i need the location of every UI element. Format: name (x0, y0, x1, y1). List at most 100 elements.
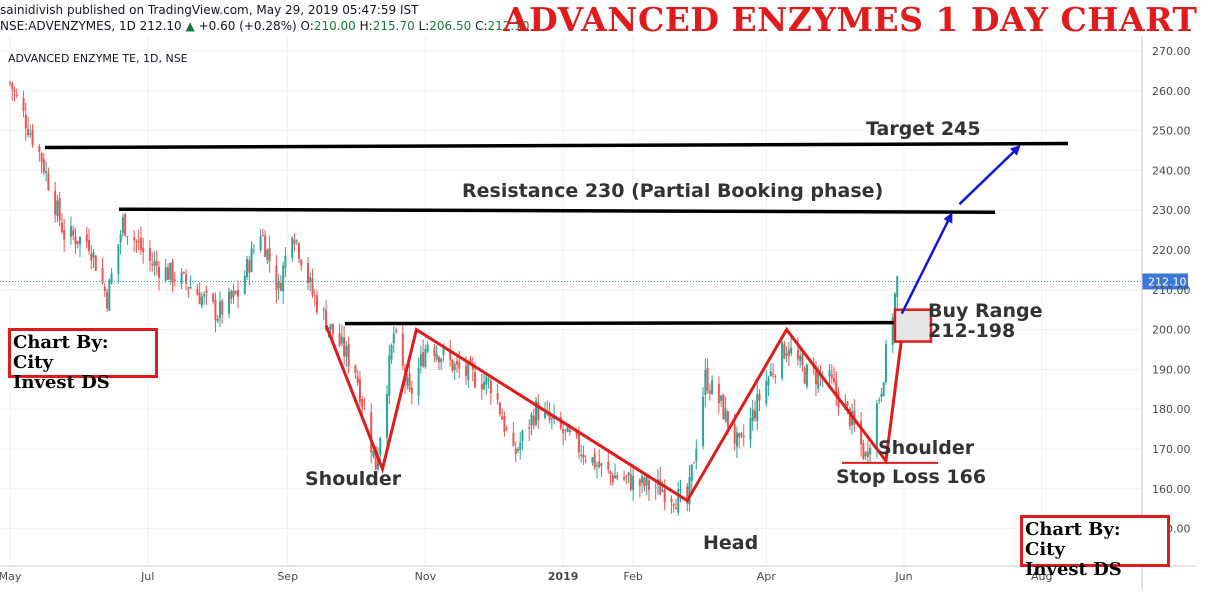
candle-body-down (433, 347, 436, 357)
candle-body-down (212, 293, 215, 302)
candle-body-down (456, 361, 458, 365)
head-shoulders-pattern (324, 325, 904, 503)
candle-body-up (869, 447, 872, 455)
candle-body-down (264, 235, 267, 257)
candle-body-down (331, 323, 334, 335)
candle-body-down (505, 428, 508, 430)
price-tick-label: 180.00 (1152, 403, 1191, 416)
candle-body-down (593, 453, 596, 468)
close-value: 212.10 (487, 19, 530, 33)
candle-body-down (198, 293, 201, 305)
candle-body-down (480, 384, 483, 390)
candle-body-up (453, 363, 456, 370)
candle-body-up (724, 408, 727, 421)
candle-body-down (465, 365, 468, 376)
candle-body-down (410, 387, 413, 394)
candle-body-up (295, 240, 298, 242)
candle-body-down (835, 381, 838, 395)
candle-body-down (268, 248, 271, 262)
candle-body-up (164, 267, 167, 281)
candle-body-down (866, 451, 869, 458)
candle-body-down (674, 507, 677, 510)
candle-body-down (275, 265, 278, 291)
head-label: Head (703, 532, 759, 554)
candle-body-down (307, 262, 309, 284)
candle-body-up (756, 394, 759, 421)
candle-body-down (9, 82, 11, 84)
candle-body-down (354, 365, 357, 374)
candle-body-up (29, 133, 32, 135)
candle-body-down (625, 475, 628, 477)
candle-body-down (40, 153, 43, 163)
price-tick-label: 260.00 (1152, 85, 1191, 98)
candle-body-down (607, 461, 610, 470)
candle-body-up (591, 457, 594, 463)
candle-body-down (221, 300, 224, 315)
candle-body-down (230, 291, 233, 300)
candle-body-up (769, 371, 772, 377)
candle-body-up (372, 450, 375, 457)
candle-body-down (706, 368, 709, 392)
candle-body-up (435, 353, 438, 360)
credit-line-2: Invest DS (13, 372, 110, 393)
candle-body-up (440, 358, 443, 363)
candle-body-down (833, 377, 836, 383)
candle-body-down (313, 295, 316, 297)
time-tick-label: Sep (277, 570, 298, 583)
time-tick-label: Aug (1031, 570, 1052, 583)
candle-body-down (338, 332, 341, 346)
candle-body-up (467, 362, 470, 380)
candle-body-up (880, 393, 883, 397)
axis-layer: 270.00 260.00 250.00 240.00 230.00 220.00 210.… (0, 36, 1196, 590)
candle-body-up (340, 336, 343, 344)
candle-body-down (187, 287, 190, 289)
candle-body-down (489, 380, 492, 394)
candle-body-up (284, 255, 287, 269)
candle-body-down (85, 234, 88, 243)
candle-body-down (758, 393, 761, 401)
candle-body-up (781, 342, 784, 379)
price-tick-label: 220.00 (1152, 244, 1191, 257)
low-value: 206.50 (429, 19, 472, 33)
candle-body-down (27, 128, 30, 136)
target-label: Target 245 (866, 118, 981, 140)
candle-body-down (214, 300, 217, 321)
time-tick-label: 2019 (548, 570, 579, 583)
left-shoulder-label: Shoulder (305, 468, 402, 490)
candle-body-down (15, 94, 18, 96)
change-up-icon: ▲ (185, 19, 195, 33)
candle-body-down (94, 255, 97, 271)
candle-body-up (828, 370, 831, 377)
symbol-title: ADVANCED ENZYME TE, 1D, NSE (8, 52, 188, 65)
candle-body-up (483, 382, 486, 390)
candle-body-down (42, 158, 45, 173)
candle-body-down (22, 98, 25, 112)
target-line (44, 141, 1069, 150)
candle-body-down (654, 487, 657, 489)
price-tick-label: 240.00 (1152, 164, 1191, 177)
candle-body-up (69, 226, 72, 237)
candle-body-up (78, 237, 81, 245)
publish-info: sainidivish published on TradingView.com… (0, 3, 418, 17)
credit-box-right: Chart By: City Invest DS (1020, 515, 1170, 580)
author-name[interactable]: sainidivish (0, 3, 64, 17)
price-tick-label: 270.00 (1152, 45, 1191, 58)
candle-body-down (142, 248, 145, 253)
candle-body-up (180, 272, 183, 284)
candle-body-up (390, 345, 393, 360)
candle-body-up (735, 432, 738, 447)
candle-body-down (663, 489, 666, 503)
candle-body-up (259, 236, 262, 250)
candle-body-up (627, 472, 630, 476)
candle-body-up (641, 475, 644, 484)
candle-body-down (316, 295, 319, 313)
candle-body-down (135, 240, 138, 242)
time-tick-label: Feb (623, 570, 642, 583)
candle-body-down (347, 343, 350, 367)
candle-body-down (370, 412, 373, 453)
candle-body-down (659, 479, 662, 495)
candle-body-up (250, 248, 253, 272)
candle-body-down (449, 351, 452, 360)
candle-body-down (474, 371, 477, 387)
price-change: +0.60 (+0.28%) (198, 19, 297, 33)
